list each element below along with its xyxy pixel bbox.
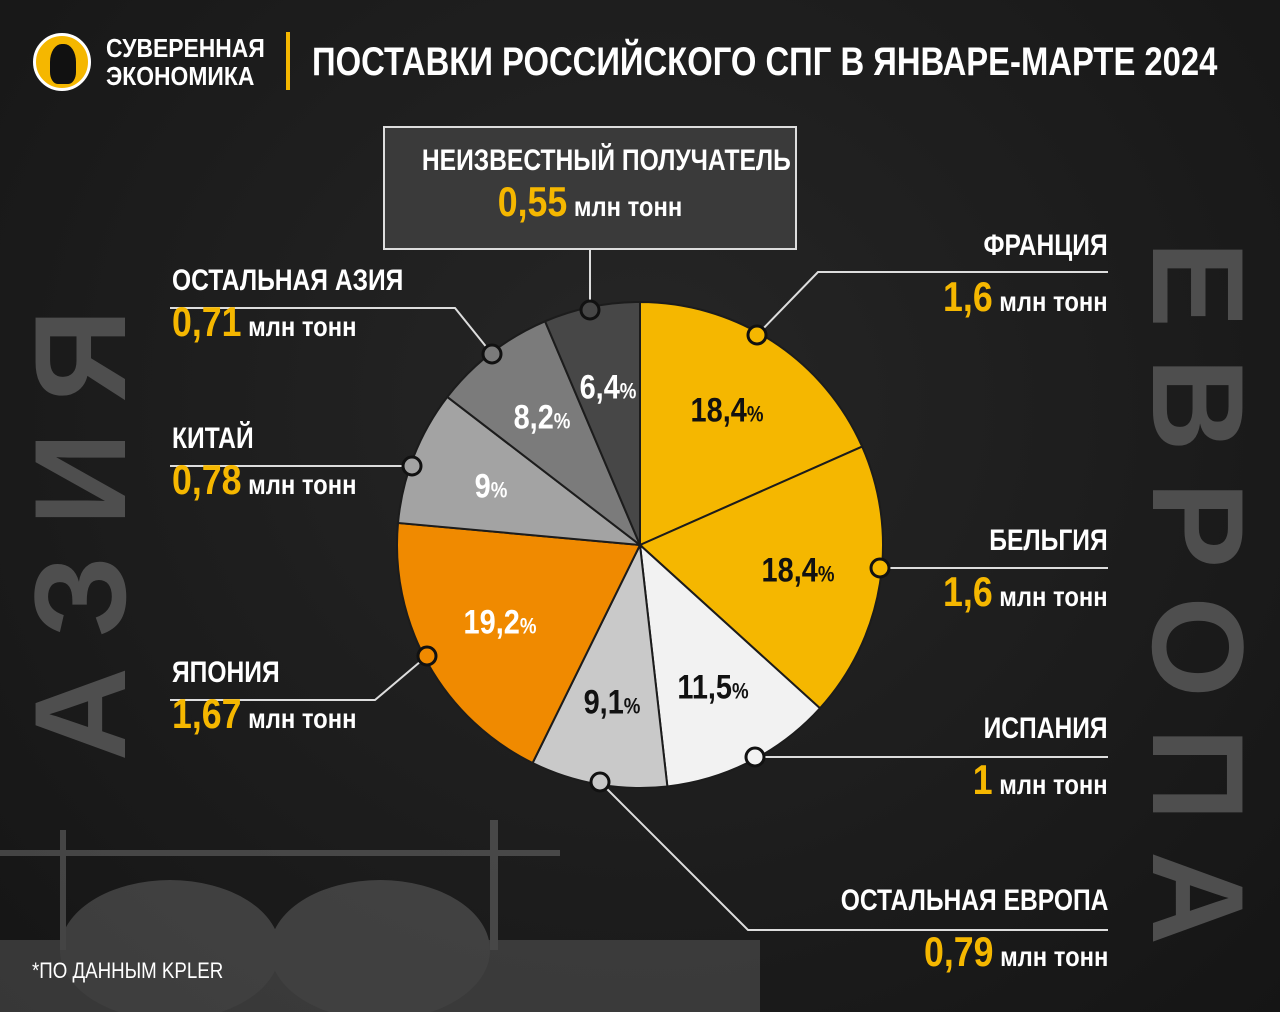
callout-line-other-asia [170,307,493,355]
value-number: 1,67 [172,690,242,737]
label-france: ФРАНЦИЯ 1,6 млн тонн [914,229,1108,321]
label-spain: ИСПАНИЯ 1 млн тонн [949,712,1108,804]
slice-percent-label: 9% [474,467,507,506]
callout-dot [589,771,611,793]
value-unit: млн тонн [999,769,1108,800]
callout-line-other-europe [599,781,1108,931]
slice-percent-label: 11,5% [677,668,749,707]
label-value: 0,55 млн тонн [416,178,765,226]
value-number: 0,78 [172,456,242,503]
label-value: 0,78 млн тонн [172,456,356,504]
label-value: 1,6 млн тонн [943,568,1108,616]
callout-line-france [756,271,1108,336]
slice-percent-label: 19,2% [463,603,537,642]
value-number: 0,79 [923,928,994,975]
slice-percent-label: 8,2% [513,398,571,437]
bear-logo-icon [33,33,91,91]
callout-dot [416,645,438,667]
label-value: 0,71 млн тонн [172,298,412,346]
label-name: ИСПАНИЯ [983,712,1108,745]
callout-dot [869,557,891,579]
brand-line-1: СУВЕРЕННАЯ [106,33,265,63]
callout-line-japan [170,655,428,701]
slice-percent-label: 18,4% [691,391,764,430]
label-name: ОСТАЛЬНАЯ ЕВРОПА [840,884,1108,917]
label-other-asia: ОСТАЛЬНАЯ АЗИЯ 0,71 млн тонн [172,264,454,346]
value-unit: млн тонн [248,703,357,734]
label-value: 1 млн тонн [973,756,1108,804]
label-name: НЕИЗВЕСТНЫЙ ПОЛУЧАТЕЛЬ [421,144,791,177]
label-other-europe: ОСТАЛЬНАЯ ЕВРОПА 0,79 млн тонн [782,884,1108,976]
source-note: *ПО ДАННЫМ KPLER [32,958,224,983]
pie-slice [638,445,884,710]
page-title: ПОСТАВКИ РОССИЙСКОГО СПГ В ЯНВАРЕ-МАРТЕ … [312,40,1218,84]
label-name: ФРАНЦИЯ [983,229,1108,262]
label-unknown-recipient: НЕИЗВЕСТНЫЙ ПОЛУЧАТЕЛЬ 0,55 млн тонн [383,126,797,250]
value-unit: млн тонн [248,311,357,342]
value-number: 1,6 [943,568,994,615]
slice-percent-label: 6,4% [579,368,637,407]
brand-name: СУВЕРЕННАЯ ЭКОНОМИКА [106,34,265,90]
callout-dot [481,343,503,365]
label-china: КИТАЙ 0,78 млн тонн [172,422,389,504]
callout-dot [401,455,423,477]
value-number: 0,71 [172,298,242,345]
callout-dot [579,299,601,321]
value-unit: млн тонн [999,286,1108,317]
callout-lines [170,250,1108,931]
label-belgium: БЕЛЬГИЯ 1,6 млн тонн [914,524,1108,616]
value-number: 1,6 [943,273,994,320]
header-divider [286,32,290,90]
label-name: БЕЛЬГИЯ [989,524,1108,557]
value-number: 1 [973,756,994,803]
label-name: КИТАЙ [172,422,254,455]
label-value: 1,6 млн тонн [943,273,1108,321]
value-unit: млн тонн [999,941,1108,972]
label-name: ОСТАЛЬНАЯ АЗИЯ [172,264,404,297]
label-japan: ЯПОНИЯ 1,67 млн тонн [172,656,389,738]
value-unit: млн тонн [248,469,357,500]
label-value: 1,67 млн тонн [172,690,356,738]
lng-terminal-silhouette [0,820,760,1012]
value-unit: млн тонн [999,581,1108,612]
label-name: ЯПОНИЯ [172,656,280,689]
callout-dot [744,746,766,768]
label-value: 0,79 млн тонн [831,928,1108,976]
pie-slice [639,300,864,547]
slice-percent-label: 18,4% [761,551,835,590]
slice-percent-label: 9,1% [584,683,641,722]
value-number: 0,55 [497,178,568,225]
brand-line-2: ЭКОНОМИКА [106,61,255,91]
callout-dot [746,324,768,346]
value-unit: млн тонн [573,191,683,222]
